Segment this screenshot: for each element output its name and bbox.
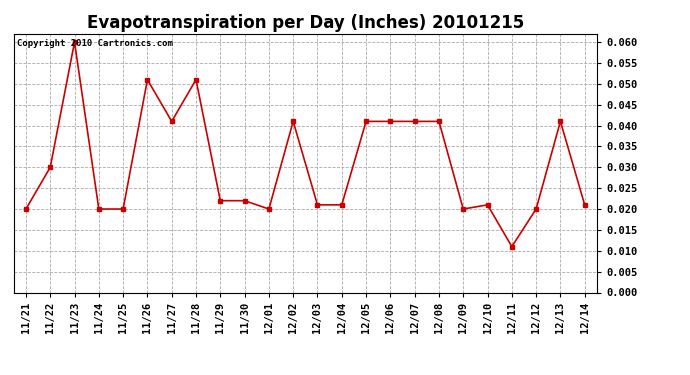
Text: Copyright 2010 Cartronics.com: Copyright 2010 Cartronics.com	[17, 39, 172, 48]
Title: Evapotranspiration per Day (Inches) 20101215: Evapotranspiration per Day (Inches) 2010…	[87, 14, 524, 32]
